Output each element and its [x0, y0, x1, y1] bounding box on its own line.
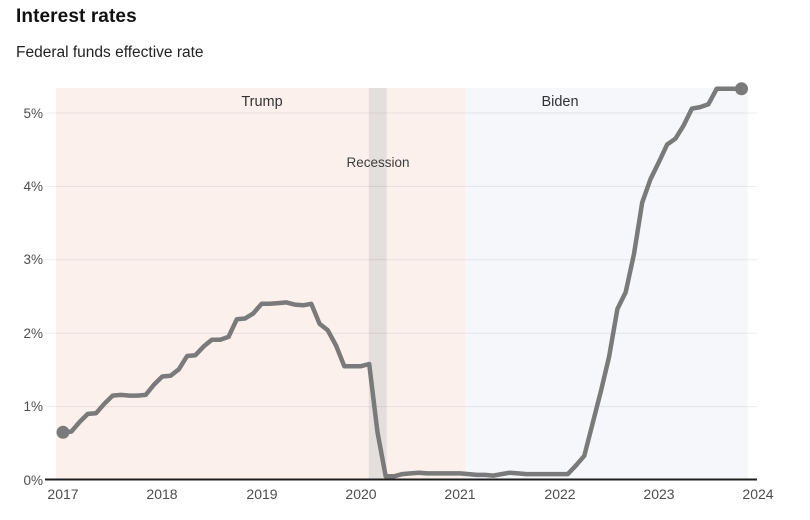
region-rect-biden [465, 88, 749, 480]
x-axis-label: 2022 [544, 486, 576, 502]
end-point-dot [735, 82, 748, 96]
y-axis-label: 4% [23, 179, 43, 194]
recession-label: Recession [346, 155, 410, 170]
x-axis-label: 2023 [643, 486, 675, 502]
y-axis-label: 5% [23, 106, 43, 121]
x-axis-label: 2021 [444, 486, 476, 502]
x-axis-label: 2019 [246, 486, 278, 502]
rate-line [60, 86, 744, 479]
y-axis-label: 3% [23, 252, 43, 267]
chart-subtitle: Federal funds effective rate [16, 44, 204, 61]
start-point-dot [56, 425, 70, 439]
y-axis-label: 0% [23, 473, 43, 488]
region-label-trump: Trump [241, 94, 283, 110]
chart-title: Interest rates [16, 6, 137, 27]
y-axis-label: 2% [23, 326, 43, 341]
region-rect-trump [56, 88, 466, 480]
region-label-biden: Biden [541, 94, 579, 110]
x-axis-label: 2020 [345, 486, 377, 502]
x-axis-label: 2017 [47, 486, 79, 502]
x-axis-label: 2024 [742, 486, 774, 502]
y-axis-label: 1% [23, 399, 43, 414]
x-axis-label: 2018 [146, 486, 178, 502]
